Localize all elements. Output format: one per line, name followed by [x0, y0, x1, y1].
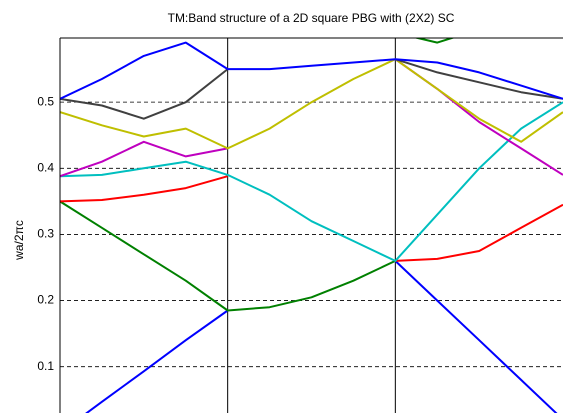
y-tick-label: 0.1 [37, 359, 54, 373]
band-line [60, 200, 396, 312]
band-line [413, 38, 456, 44]
plot-area [60, 38, 563, 413]
band-line [60, 101, 563, 262]
y-axis-label: wa/2πc [12, 220, 26, 261]
band-line [85, 260, 558, 413]
y-tick-label: 0.3 [37, 227, 54, 241]
band-line [60, 58, 563, 120]
y-tick-label: 0.4 [37, 160, 54, 174]
y-tick-label: 0.2 [37, 293, 54, 307]
chart-title: TM:Band structure of a 2D square PBG wit… [168, 11, 455, 25]
band-line [60, 175, 563, 262]
band-line [60, 41, 563, 100]
y-tick-label: 0.5 [37, 94, 54, 108]
band-line [60, 58, 563, 150]
